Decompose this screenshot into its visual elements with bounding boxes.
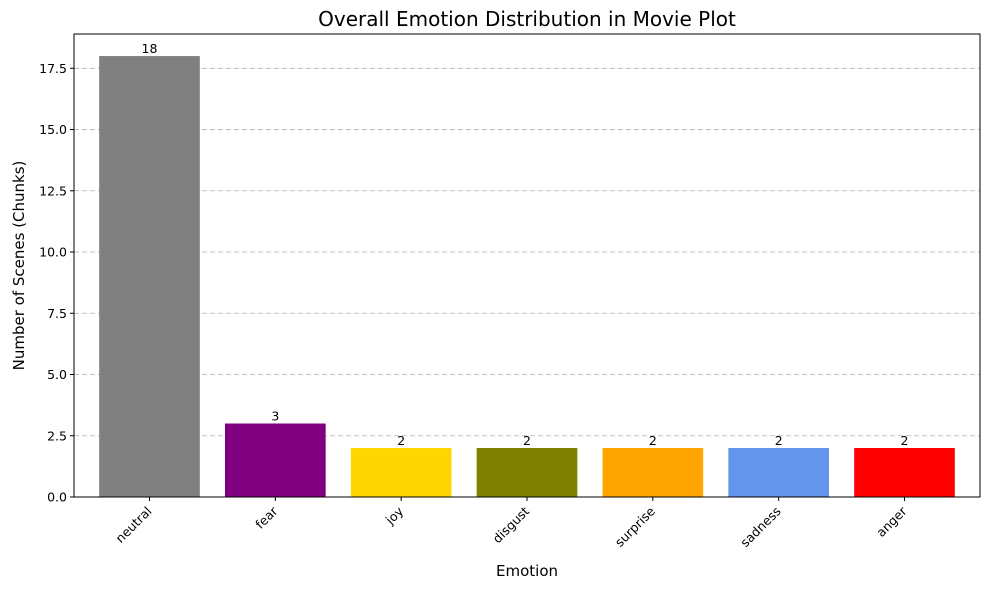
bar-neutral bbox=[99, 56, 200, 498]
x-tick-label-surprise: surprise bbox=[612, 503, 658, 549]
x-axis: neutral fear joy disgust surprise sadness ange… bbox=[112, 497, 910, 550]
chart-title: Overall Emotion Distribution in Movie Pl… bbox=[318, 7, 736, 31]
y-tick-label: 12.5 bbox=[39, 183, 67, 198]
data-label-neutral: 18 bbox=[142, 41, 158, 56]
y-tick-label: 5.0 bbox=[47, 367, 67, 382]
data-label-joy: 2 bbox=[397, 433, 405, 448]
y-tick-label: 10.0 bbox=[39, 245, 67, 260]
bar-anger bbox=[854, 448, 955, 497]
data-labels: 18 3 2 2 2 2 2 bbox=[142, 41, 909, 448]
x-tick-label-sadness: sadness bbox=[737, 504, 783, 550]
y-axis-label: Number of Scenes (Chunks) bbox=[10, 161, 28, 371]
bar-disgust bbox=[476, 448, 578, 497]
data-label-fear: 3 bbox=[271, 409, 279, 424]
y-tick-label: 0.0 bbox=[47, 490, 67, 505]
x-tick-label-neutral: neutral bbox=[112, 504, 154, 546]
bar-sadness bbox=[728, 448, 829, 497]
x-tick-label-anger: anger bbox=[873, 503, 910, 540]
bar-fear bbox=[225, 423, 326, 497]
data-label-anger: 2 bbox=[901, 433, 909, 448]
y-tick-label: 15.0 bbox=[39, 122, 67, 137]
x-tick-label-joy: joy bbox=[382, 503, 407, 528]
bar-joy bbox=[350, 448, 452, 497]
grid-lines bbox=[74, 67, 980, 498]
y-axis: 0.0 2.5 5.0 7.5 10.0 12.5 15.0 17.5 bbox=[39, 61, 74, 505]
y-tick-label: 7.5 bbox=[47, 306, 67, 321]
x-axis-label: Emotion bbox=[496, 562, 558, 580]
y-tick-label: 17.5 bbox=[39, 61, 67, 76]
x-tick-label-fear: fear bbox=[252, 503, 281, 532]
x-tick-label-disgust: disgust bbox=[490, 503, 533, 546]
y-tick-label: 2.5 bbox=[47, 428, 67, 443]
plot-frame bbox=[73, 33, 981, 498]
data-label-surprise: 2 bbox=[649, 433, 657, 448]
bar-surprise bbox=[602, 448, 704, 497]
bars bbox=[99, 56, 955, 498]
data-label-sadness: 2 bbox=[775, 433, 783, 448]
data-label-disgust: 2 bbox=[523, 433, 531, 448]
